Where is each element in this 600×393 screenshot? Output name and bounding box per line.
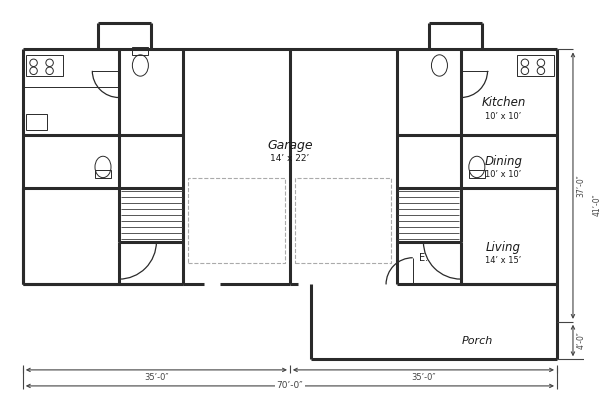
Text: 14’ x 15’: 14’ x 15’: [485, 256, 521, 265]
Text: 4’-0″: 4’-0″: [577, 332, 586, 349]
Bar: [26, 55, 63, 76]
Text: E.: E.: [419, 253, 428, 263]
Bar: [133, 47, 148, 55]
Text: 10’ x 10’: 10’ x 10’: [485, 171, 521, 180]
Text: Living: Living: [486, 241, 521, 253]
Bar: [517, 55, 554, 76]
Bar: [469, 170, 485, 178]
Text: 37’-0″: 37’-0″: [577, 174, 586, 197]
Text: Dining: Dining: [485, 155, 523, 168]
Text: 70’-0″: 70’-0″: [277, 382, 303, 390]
Text: Garage: Garage: [267, 139, 313, 152]
Bar: [26, 114, 47, 130]
Text: 41’-0″: 41’-0″: [593, 193, 600, 216]
Bar: [95, 170, 111, 178]
Text: 10’ x 10’: 10’ x 10’: [485, 112, 521, 121]
Text: 35’-0″: 35’-0″: [411, 373, 436, 382]
Text: 35’-0″: 35’-0″: [144, 373, 169, 382]
Text: Kitchen: Kitchen: [481, 96, 526, 109]
Text: 14’ x 22’: 14’ x 22’: [270, 154, 310, 163]
Text: Porch: Porch: [461, 336, 493, 345]
